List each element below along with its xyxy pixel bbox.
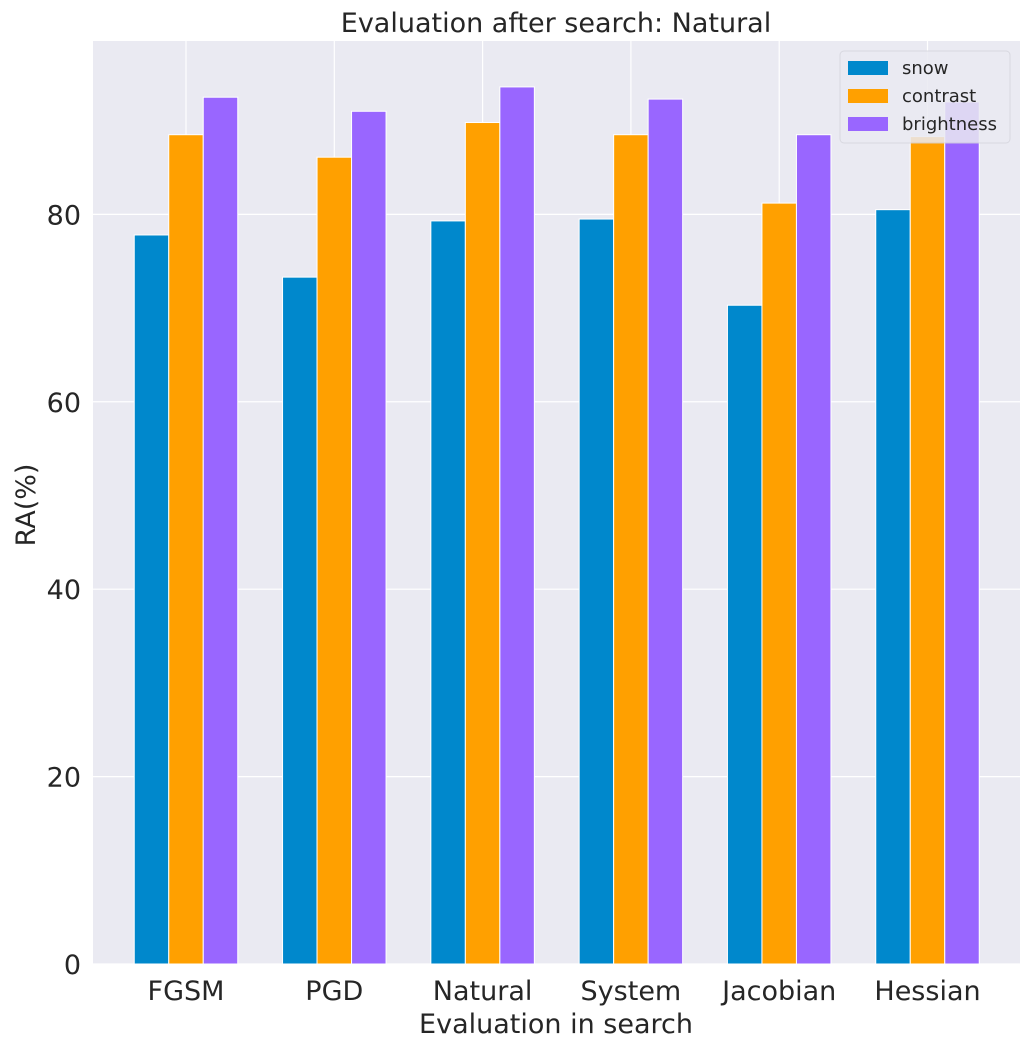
y-axis-label: RA(%) xyxy=(11,464,42,547)
plot-area xyxy=(93,41,1020,964)
x-tick-labels: FGSM PGD Natural System Jacobian Hessian xyxy=(148,976,981,1007)
bar-brightness-fgsm xyxy=(202,96,239,965)
x-tick-label: System xyxy=(581,976,682,1007)
legend-swatch-snow xyxy=(848,61,888,75)
legend-label-snow: snow xyxy=(902,58,949,79)
bar-brightness-hessian xyxy=(944,101,980,965)
legend-swatch-brightness xyxy=(848,117,888,131)
bar-snow-fgsm xyxy=(133,234,170,965)
bar-contrast-fgsm xyxy=(168,134,204,965)
y-tick-label: 40 xyxy=(47,575,81,606)
y-tick-label: 20 xyxy=(47,763,81,794)
bar-snow-jacobian xyxy=(726,304,763,965)
x-tick-label: Jacobian xyxy=(720,976,836,1007)
y-tick-label: 80 xyxy=(47,200,81,231)
bar-snow-system xyxy=(578,218,615,965)
y-tick-labels: 0 20 40 60 80 xyxy=(47,200,81,981)
x-tick-label: FGSM xyxy=(148,976,225,1007)
bar-contrast-pgd xyxy=(316,156,353,965)
bar-brightness-natural xyxy=(499,86,535,965)
legend-label-contrast: contrast xyxy=(902,86,976,107)
bar-snow-natural xyxy=(430,220,466,965)
legend-label-brightness: brightness xyxy=(902,114,997,135)
bar-contrast-jacobian xyxy=(761,202,797,965)
legend: snow contrast brightness xyxy=(839,50,1011,144)
x-axis-label: Evaluation in search xyxy=(419,1009,693,1040)
bar-contrast-system xyxy=(613,134,649,965)
y-tick-label: 0 xyxy=(64,950,81,981)
bar-snow-hessian xyxy=(875,209,911,965)
legend-swatch-contrast xyxy=(848,89,888,103)
bar-brightness-jacobian xyxy=(795,134,832,965)
chart-title: Evaluation after search: Natural xyxy=(341,8,771,39)
bar-brightness-pgd xyxy=(351,110,387,965)
x-tick-label: PGD xyxy=(305,976,363,1007)
y-tick-label: 60 xyxy=(47,388,81,419)
x-tick-label: Hessian xyxy=(874,976,980,1007)
bar-snow-pgd xyxy=(282,276,318,965)
x-tick-label: Natural xyxy=(433,976,533,1007)
bars xyxy=(133,86,980,965)
bar-contrast-hessian xyxy=(909,136,946,965)
bar-brightness-system xyxy=(647,98,684,965)
bar-contrast-natural xyxy=(464,122,501,965)
